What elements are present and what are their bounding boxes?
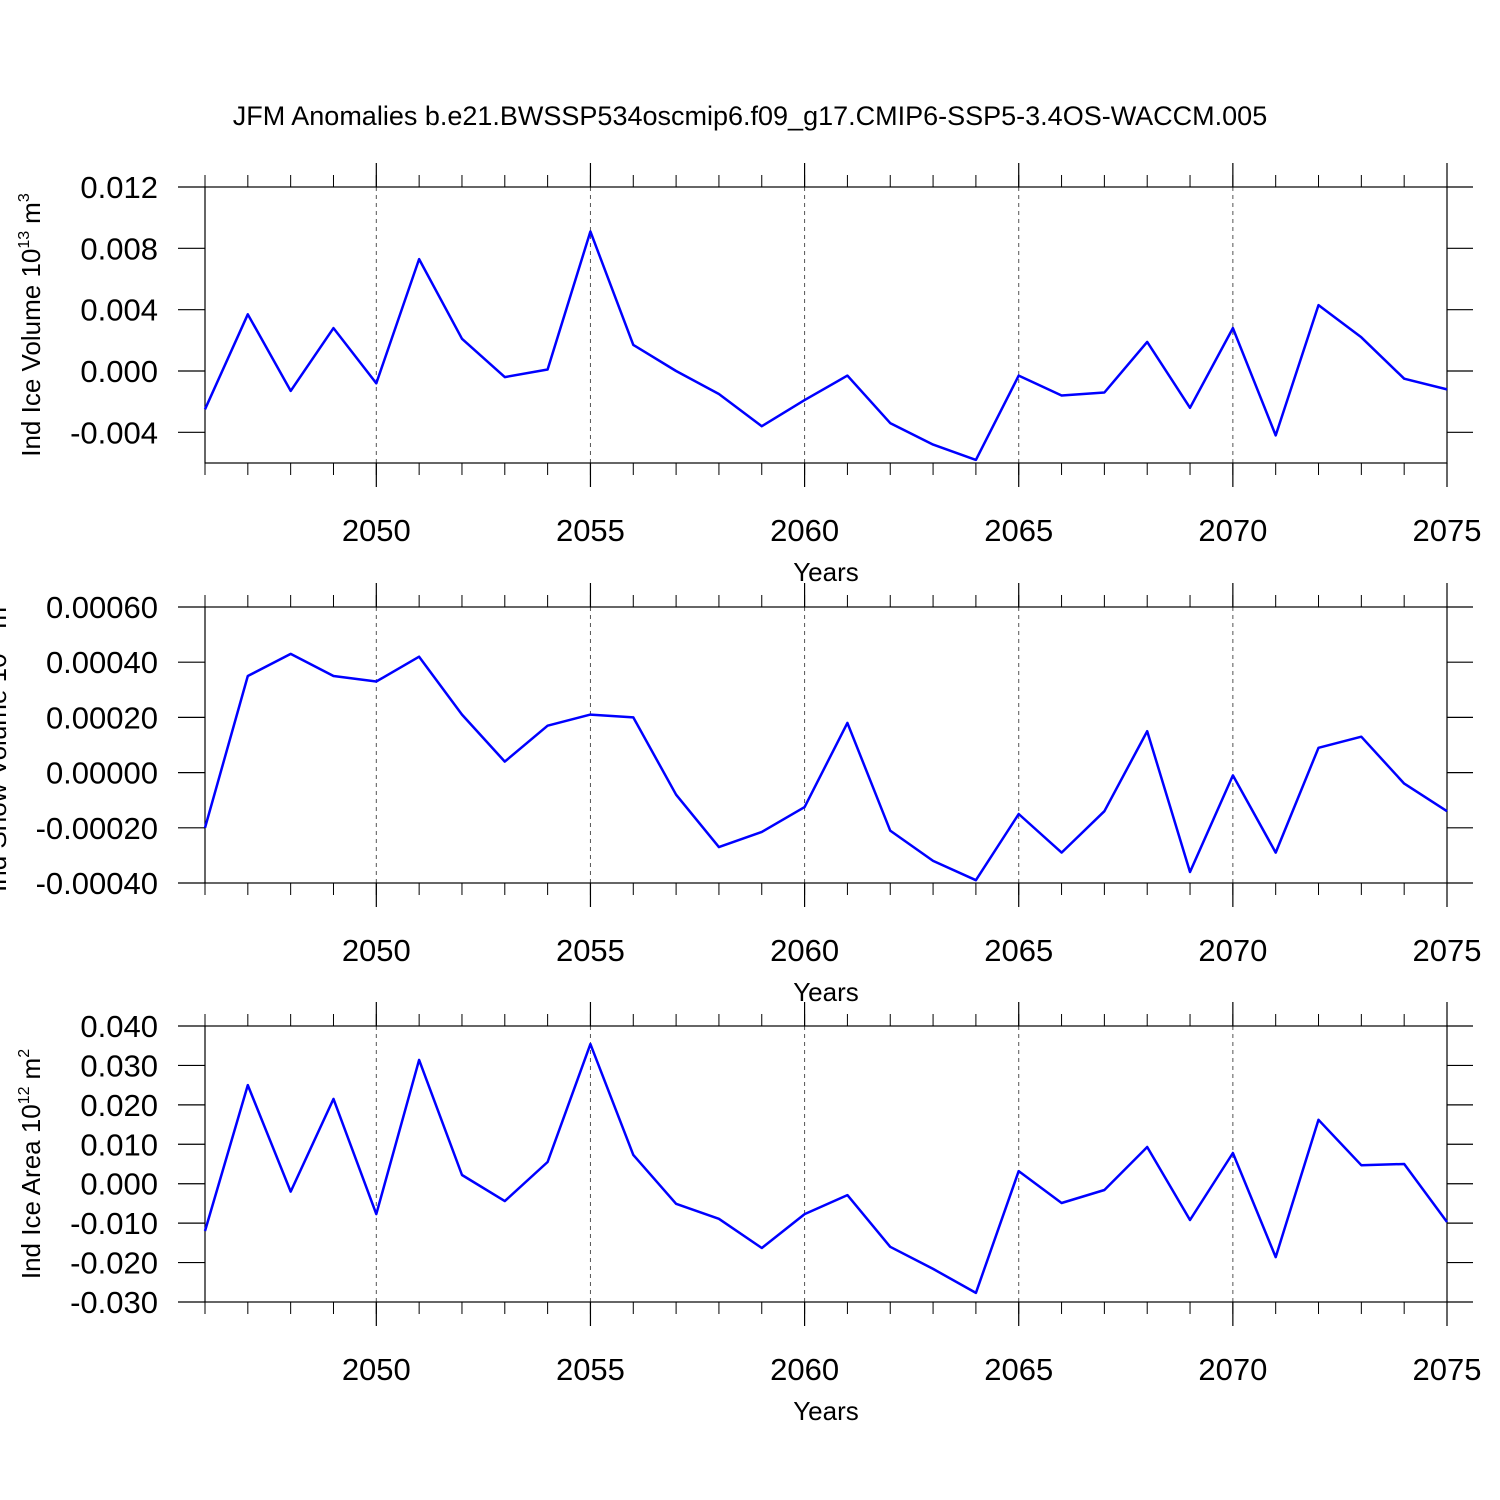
y-tick-label: 0.012 [80,170,158,205]
x-tick-label: 2075 [1413,1352,1482,1387]
data-line [203,652,1448,882]
y-axis-label-part: 3 [16,193,33,202]
x-axis-label: Years [793,977,859,1007]
plot-frame [204,186,1448,464]
x-tick-label: 2050 [342,513,411,548]
y-axis-label-part: 2 [16,1049,33,1058]
x-tick-label: 2060 [770,933,839,968]
y-axis-label-part: 12 [16,1086,33,1104]
y-tick-label: 0.040 [80,1009,158,1044]
y-tick-label: 0.00000 [46,756,158,791]
y-tick-label: -0.010 [70,1206,158,1241]
y-axis-label-part: Ind Snow Volume 10 [0,653,12,892]
x-tick-label: 2065 [984,933,1053,968]
y-axis-label-part: m [0,607,12,629]
x-axis-label: Years [793,557,859,587]
x-tick-label: 2055 [556,513,625,548]
y-tick-label: 0.00020 [46,700,158,735]
x-tick-label: 2070 [1198,513,1267,548]
y-tick-label: 0.004 [80,293,158,328]
y-tick-label: -0.020 [70,1246,158,1281]
y-tick-label: -0.004 [70,415,158,450]
plot-frame [204,1025,1448,1303]
x-tick-label: 2055 [556,1352,625,1387]
x-tick-label: 2060 [770,513,839,548]
y-tick-label: 0.000 [80,354,158,389]
y-axis-label-part: m [16,202,46,224]
y-tick-label: 0.030 [80,1048,158,1083]
x-tick-label: 2050 [342,1352,411,1387]
x-tick-label: 2065 [984,513,1053,548]
y-axis-label: Ind Ice Volume 1013 m3 [16,193,46,457]
y-axis-label-part: Ind Ice Volume 10 [16,249,46,457]
y-tick-label: -0.030 [70,1285,158,1320]
y-axis-label: Ind Ice Area 1012 m2 [16,1049,46,1279]
x-axis-label: Years [793,1396,859,1426]
y-tick-label: 0.010 [80,1127,158,1162]
y-axis-label-part: Ind Ice Area 10 [16,1104,46,1279]
data-line [203,230,1448,462]
x-tick-label: 2060 [770,1352,839,1387]
y-tick-label: 0.00060 [46,590,158,625]
x-tick-label: 2070 [1198,1352,1267,1387]
y-axis-label-part: m [16,1058,46,1080]
x-tick-label: 2050 [342,933,411,968]
plot-frame [204,606,1448,884]
y-tick-label: 0.00040 [46,645,158,680]
chart-title: JFM Anomalies b.e21.BWSSP534oscmip6.f09_… [233,101,1267,131]
x-tick-label: 2065 [984,1352,1053,1387]
y-axis-label: Ind Snow Volume 1013m3 [0,598,12,892]
y-tick-label: -0.00040 [36,866,158,901]
data-line [203,1042,1449,1295]
x-tick-label: 2075 [1413,933,1482,968]
y-tick-label: 0.000 [80,1167,158,1202]
x-tick-label: 2070 [1198,933,1267,968]
y-tick-label: 0.020 [80,1088,158,1123]
y-axis-label-part: 13 [16,231,33,249]
x-tick-label: 2075 [1413,513,1482,548]
y-tick-label: -0.00020 [36,811,158,846]
y-tick-label: 0.008 [80,231,158,266]
x-tick-label: 2055 [556,933,625,968]
